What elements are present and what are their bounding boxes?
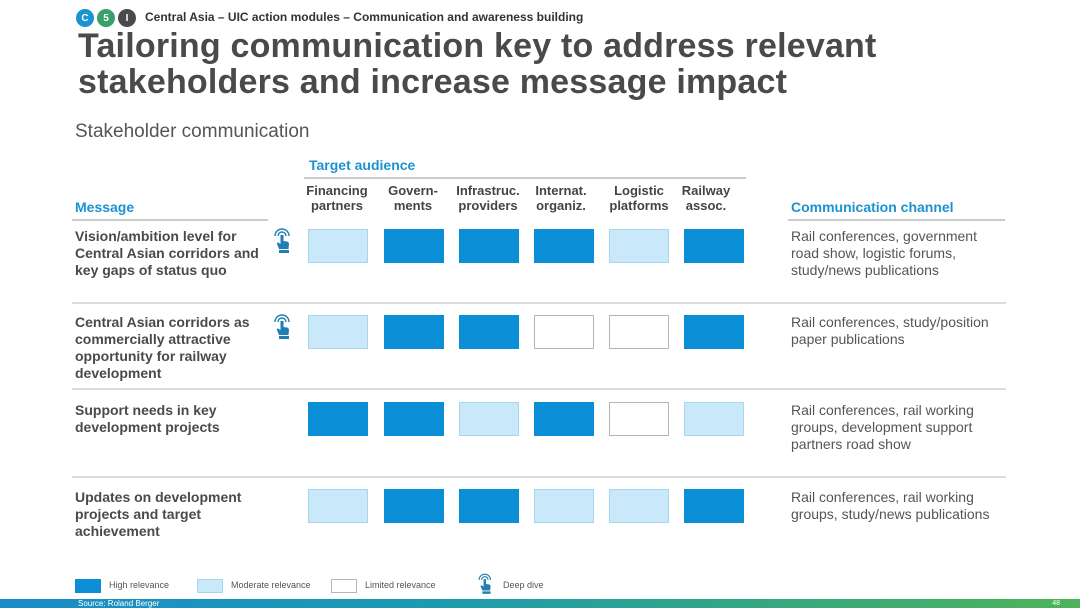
logo: C 5 I bbox=[76, 9, 136, 27]
relevance-cell-high bbox=[384, 229, 444, 263]
relevance-cell-moderate bbox=[459, 402, 519, 436]
column-header-line: Govern- bbox=[388, 183, 438, 198]
relevance-cell-high bbox=[684, 229, 744, 263]
column-header-line: platforms bbox=[609, 198, 669, 213]
message-column-label: Message bbox=[75, 199, 135, 215]
source-note: Source: Roland Berger bbox=[78, 599, 160, 608]
relevance-cell-high bbox=[308, 402, 368, 436]
column-header-line: ments bbox=[393, 198, 433, 213]
column-header-logistic: Logistic platforms bbox=[603, 183, 675, 213]
relevance-cell-high bbox=[459, 489, 519, 523]
column-header-line: Internat. bbox=[535, 183, 587, 198]
legend-deep-dive-hand-icon bbox=[478, 573, 492, 594]
relevance-cell-moderate bbox=[308, 489, 368, 523]
relevance-cell-moderate bbox=[684, 402, 744, 436]
legend-high-swatch bbox=[75, 579, 101, 593]
relevance-cell-moderate bbox=[609, 489, 669, 523]
column-header-line: Logistic bbox=[614, 183, 664, 198]
relevance-cell-moderate bbox=[308, 315, 368, 349]
relevance-cell-high bbox=[459, 315, 519, 349]
relevance-cell-limited bbox=[534, 315, 594, 349]
page-number: 48 bbox=[1052, 600, 1060, 607]
row-divider bbox=[72, 388, 1006, 390]
row-divider bbox=[72, 476, 1006, 478]
relevance-cell-high bbox=[459, 229, 519, 263]
legend-moderate-label: Moderate relevance bbox=[231, 580, 311, 590]
row-divider bbox=[72, 302, 1006, 304]
row-2-channel: Rail conferences, study/position paper p… bbox=[791, 314, 989, 347]
relevance-cell-high bbox=[534, 229, 594, 263]
row-3-message: Support needs in key development project… bbox=[75, 402, 220, 435]
legend-high-label: High relevance bbox=[109, 580, 170, 590]
page-title-line-1: Tailoring communication key to address r… bbox=[78, 27, 877, 65]
page-subtitle: Stakeholder communication bbox=[75, 121, 310, 142]
row-1-channel: Rail conferences, government road show, … bbox=[791, 228, 977, 278]
breadcrumb: Central Asia – UIC action modules – Comm… bbox=[145, 10, 584, 24]
legend-moderate-swatch bbox=[197, 579, 223, 593]
legend-limited-swatch bbox=[331, 579, 357, 593]
column-header-line: Infrastruc. bbox=[456, 183, 520, 198]
logo-letter-5: 5 bbox=[97, 9, 115, 27]
column-header-line: Railway bbox=[681, 183, 731, 198]
channel-column-label: Communication channel bbox=[791, 199, 954, 215]
column-header-international: Internat. organiz. bbox=[526, 183, 596, 213]
column-header-line: Financing bbox=[306, 183, 368, 198]
column-header-line: providers bbox=[458, 198, 518, 213]
column-header-line: organiz. bbox=[536, 198, 586, 213]
column-header-governments: Govern- ments bbox=[378, 183, 448, 213]
relevance-cell-high bbox=[684, 315, 744, 349]
row-1-message: Vision/ambition level for Central Asian … bbox=[75, 228, 259, 278]
column-header-infrastructure: Infrastruc. providers bbox=[450, 183, 526, 213]
page-title-line-2: stakeholders and increase message impact bbox=[78, 63, 788, 101]
relevance-cell-moderate bbox=[534, 489, 594, 523]
channel-divider bbox=[788, 219, 1005, 221]
deep-dive-hand-icon bbox=[274, 228, 290, 253]
legend-deep-dive-label: Deep dive bbox=[503, 580, 544, 590]
relevance-cell-limited bbox=[609, 315, 669, 349]
relevance-cell-limited bbox=[609, 402, 669, 436]
relevance-cell-high bbox=[384, 489, 444, 523]
logo-letter-c: C bbox=[76, 9, 94, 27]
deep-dive-hand-icon bbox=[274, 314, 290, 339]
column-header-line: assoc. bbox=[685, 198, 727, 213]
target-audience-divider bbox=[304, 177, 746, 179]
page-title: Tailoring communication key to address r… bbox=[78, 28, 1038, 100]
row-3-channel: Rail conferences, rail working groups, d… bbox=[791, 402, 974, 452]
relevance-cell-high bbox=[534, 402, 594, 436]
column-header-financing: Financing partners bbox=[302, 183, 372, 213]
logo-letter-i: I bbox=[118, 9, 136, 27]
column-header-railway: Railway assoc. bbox=[675, 183, 737, 213]
relevance-cell-high bbox=[384, 402, 444, 436]
column-header-line: partners bbox=[310, 198, 364, 213]
row-4-message: Updates on development projects and targ… bbox=[75, 489, 242, 539]
relevance-cell-high bbox=[684, 489, 744, 523]
row-2-message: Central Asian corridors as commercially … bbox=[75, 314, 250, 381]
message-divider bbox=[72, 219, 268, 221]
relevance-cell-moderate bbox=[609, 229, 669, 263]
relevance-cell-high bbox=[384, 315, 444, 349]
row-4-channel: Rail conferences, rail working groups, s… bbox=[791, 489, 990, 522]
legend-limited-label: Limited relevance bbox=[365, 580, 436, 590]
target-audience-label: Target audience bbox=[309, 157, 416, 173]
relevance-cell-moderate bbox=[308, 229, 368, 263]
footer-bar bbox=[0, 599, 1080, 608]
